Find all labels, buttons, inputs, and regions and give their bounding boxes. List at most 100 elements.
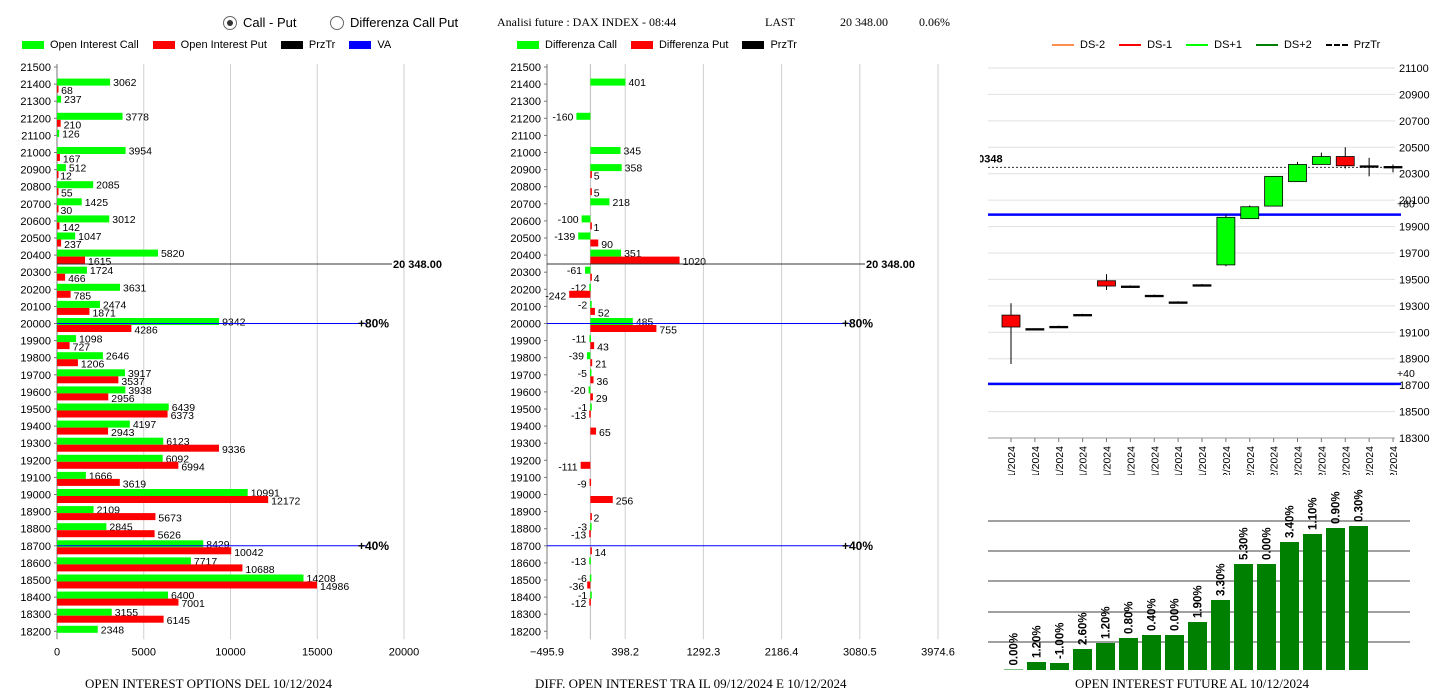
last-change: 0.06%: [919, 15, 950, 29]
bar-call: [57, 471, 86, 479]
candlestick-chart: 21100 20900 20700 20500 20300 20100 19900 19700…: [980, 63, 1430, 475]
value-label-put: -13: [571, 530, 586, 542]
future-bar-label: 2.60%: [1078, 612, 1090, 645]
value-label-put: 256: [616, 496, 634, 508]
value-label-put: 3619: [123, 478, 147, 490]
legend-ds+2: DS+2: [1283, 39, 1312, 51]
strike-label: 18700: [510, 541, 541, 553]
bar-call: [57, 352, 103, 360]
bar-put: [57, 188, 59, 196]
value-label-call: 3012: [112, 214, 136, 226]
value-label-put: 55: [61, 188, 73, 200]
strike-label: 21000: [510, 148, 541, 160]
date-label: 27/11/2024: [1149, 446, 1161, 475]
bar-put: [57, 205, 59, 213]
value-label-put: 785: [74, 290, 92, 302]
future-bar: [1165, 635, 1184, 670]
bar-call: [57, 164, 66, 172]
value-label-put: 12172: [271, 496, 300, 508]
value-label-put: 6994: [181, 461, 205, 473]
radio-differenza[interactable]: Differenza Call Put: [330, 15, 458, 30]
strike-label: 18900: [20, 507, 51, 519]
bar-call: [57, 112, 123, 120]
bar-put: [57, 478, 120, 486]
date-label: 26/11/2024: [1125, 446, 1137, 475]
x-tick-label: 1292.3: [687, 646, 721, 658]
strike-label: 21100: [511, 130, 541, 142]
va-arrow-label: +40%: [842, 539, 873, 553]
value-label-call: -1: [578, 402, 587, 414]
open-interest-chart: 0 5000 10000 15000 20000 21500 21400 21300 21200…: [20, 62, 442, 658]
value-label-call: 1425: [85, 197, 109, 209]
future-bar-label: 3.40%: [1285, 505, 1297, 538]
strike-label: 18200: [510, 626, 541, 638]
date-label: 29/11/2024: [1197, 446, 1209, 475]
va-arrow-label: +40%: [358, 539, 389, 553]
caption-left: OPEN INTEREST OPTIONS DEL 10/12/2024: [85, 676, 332, 691]
future-oi-chart: 0.00% 1.20% -1.00% 2.60% 1.20% 0.80% 0.40% 0.00…: [988, 489, 1410, 670]
value-label-call: -5: [578, 368, 587, 380]
value-label-put: -111: [558, 461, 578, 473]
strike-label: 20500: [510, 233, 541, 245]
radio-call-put[interactable]: Call - Put: [223, 15, 296, 30]
strike-label: 18300: [20, 609, 51, 621]
candle-body: [1359, 165, 1379, 168]
bar-put: [589, 410, 591, 418]
va-arrow-label: +80%: [358, 317, 389, 331]
strike-label: 19300: [20, 438, 51, 450]
bar-call: [589, 574, 592, 582]
candle-body: [1311, 156, 1331, 165]
legend-oi-call: Open Interest Call: [50, 39, 139, 51]
y-tick-label: 20700: [1399, 116, 1430, 128]
strike-label: 19600: [20, 387, 51, 399]
date-label: 06/12/2024: [1316, 446, 1328, 475]
bar-call: [57, 369, 125, 377]
value-label-put: 2956: [111, 393, 135, 405]
candle-body: [1288, 164, 1307, 183]
y-tick-label: 20900: [1399, 89, 1430, 101]
bar-call: [576, 112, 591, 120]
x-tick-label: 20000: [389, 646, 420, 658]
strike-label: 20800: [510, 182, 541, 194]
strike-label: 19800: [510, 353, 541, 365]
strike-label: 20400: [20, 250, 51, 262]
value-label-put: 65: [599, 427, 611, 439]
bar-call: [590, 591, 592, 599]
value-label-call: -39: [569, 351, 584, 363]
bar-call: [590, 198, 610, 206]
strike-label: 20600: [510, 216, 541, 228]
y-tick-label: 18900: [1399, 354, 1430, 366]
bar-put: [590, 393, 593, 401]
y-tick-label: 18700: [1399, 380, 1430, 392]
last-value: 20 348.00: [840, 15, 888, 29]
bar-call: [57, 403, 169, 411]
future-bar-label: 3.30%: [1216, 563, 1228, 596]
bar-call: [57, 420, 130, 428]
value-label-call: 9342: [222, 317, 246, 329]
value-label-call: 3778: [126, 111, 150, 123]
band-label: +80: [1397, 199, 1415, 211]
bar-put: [57, 154, 60, 161]
x-tick-label: 3974.6: [921, 646, 955, 658]
radio-dot[interactable]: [330, 15, 344, 30]
bar-call: [57, 523, 107, 531]
value-label-put: 43: [597, 342, 609, 354]
value-label-put: 5: [594, 171, 600, 183]
x-tick-label: 0: [54, 646, 60, 658]
future-bar: [1257, 564, 1276, 670]
y-tick-label: 21100: [1399, 63, 1429, 75]
future-bar: [1234, 564, 1253, 670]
legend-oi-put: Open Interest Put: [180, 39, 267, 51]
y-tick-label: 18300: [1399, 433, 1430, 445]
value-label-call: -11: [572, 334, 587, 346]
candle-body: [1097, 280, 1116, 287]
strike-label: 18500: [510, 575, 541, 587]
x-tick-label: 2186.4: [765, 646, 799, 658]
bar-put: [57, 325, 132, 332]
legend-right-prztr: PrzTr: [1353, 39, 1381, 51]
last-label: LAST: [765, 15, 795, 29]
future-bar: [1096, 643, 1115, 670]
radio-dot-selected[interactable]: [223, 15, 237, 30]
future-bar: [1004, 669, 1023, 670]
bar-put: [590, 376, 594, 384]
